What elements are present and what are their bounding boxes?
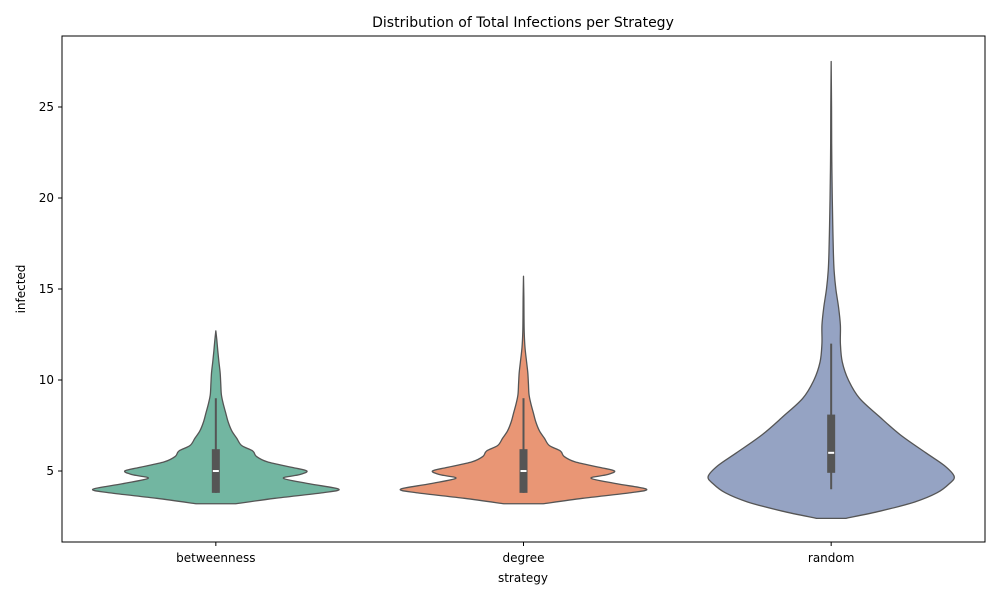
y-tick-label-15: 15 — [39, 282, 54, 296]
chart-title: Distribution of Total Infections per Str… — [372, 15, 674, 31]
y-tick-label-10: 10 — [39, 373, 54, 387]
violin-betweenness — [91, 330, 340, 505]
iqr-box-random — [827, 414, 836, 473]
axes: betweenness degree random 5 10 15 20 25 — [39, 35, 986, 565]
violin-degree — [399, 275, 648, 505]
x-tick-label-degree: degree — [502, 551, 544, 565]
y-tick-label-5: 5 — [46, 464, 54, 478]
x-tick-label-betweenness: betweenness — [176, 551, 255, 565]
x-axis-label: strategy — [498, 571, 548, 585]
y-tick-label-25: 25 — [39, 100, 54, 114]
violin-random — [707, 60, 955, 519]
y-tick-label-20: 20 — [39, 191, 54, 205]
plot-area — [91, 60, 955, 519]
violin-body-random — [707, 60, 955, 519]
axes-frame — [61, 35, 986, 543]
violin-body-degree — [399, 275, 648, 505]
y-axis-label: infected — [14, 265, 28, 314]
x-tick-label-random: random — [808, 551, 855, 565]
